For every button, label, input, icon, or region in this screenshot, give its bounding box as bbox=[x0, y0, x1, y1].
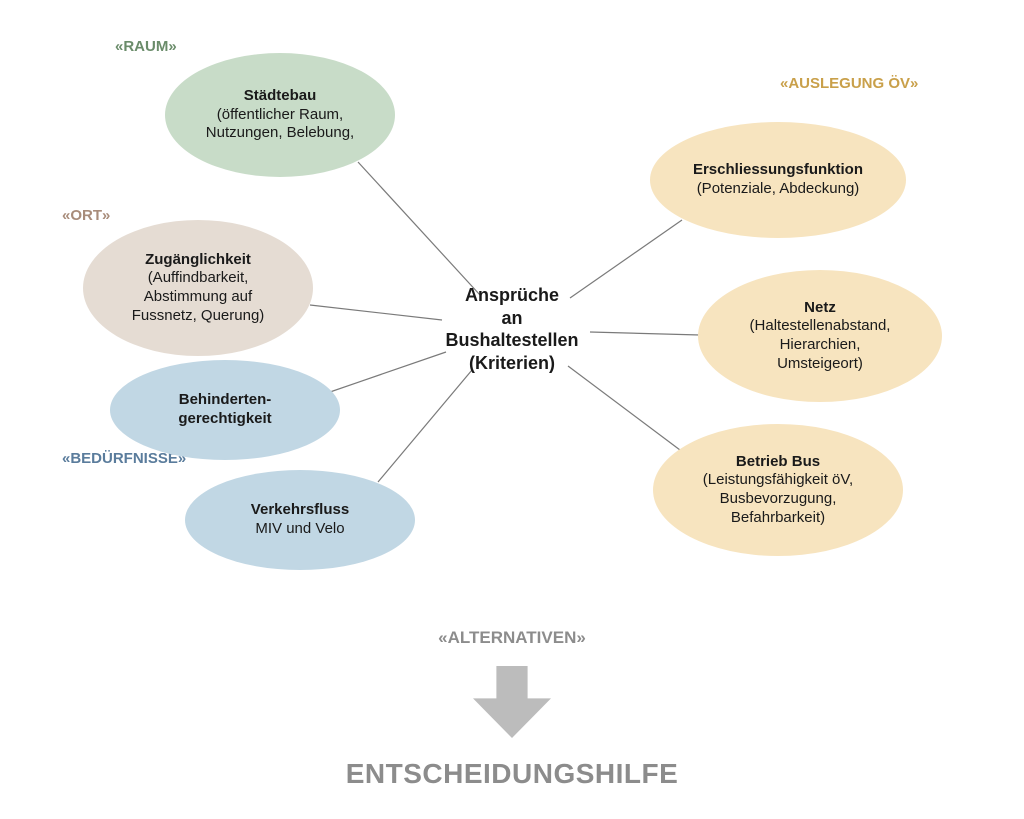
category-label-auslegung: «AUSLEGUNG ÖV» bbox=[780, 75, 918, 92]
center-node: Ansprüche an Bushaltestellen (Kriterien) bbox=[412, 284, 612, 374]
category-label-raum: «RAUM» bbox=[115, 38, 177, 55]
ellipse-erschliessung: Erschliessungsfunktion(Potenziale, Abdec… bbox=[650, 122, 906, 238]
diagram-canvas: Ansprüche an Bushaltestellen (Kriterien)… bbox=[0, 0, 1024, 819]
ellipse-netz: Netz(Haltestellenabstand,Hierarchien,Ums… bbox=[698, 270, 942, 402]
center-line3: Bushaltestellen bbox=[445, 330, 578, 350]
center-line4: (Kriterien) bbox=[469, 353, 555, 373]
category-label-ort: «ORT» bbox=[62, 207, 110, 224]
center-line1: Ansprüche bbox=[465, 285, 559, 305]
down-arrow-icon bbox=[473, 666, 551, 738]
ellipse-verkehrsfluss: VerkehrsflussMIV und Velo bbox=[185, 470, 415, 570]
bottom-title: ENTSCHEIDUNGSHILFE bbox=[262, 758, 762, 790]
ellipse-staedtebau: Städtebau(öffentlicher Raum,Nutzungen, B… bbox=[165, 53, 395, 177]
alternativen-label: «ALTERNATIVEN» bbox=[392, 628, 632, 648]
center-line2: an bbox=[501, 308, 522, 328]
ellipse-betrieb: Betrieb Bus(Leistungsfähigkeit öV,Busbev… bbox=[653, 424, 903, 556]
ellipse-zugaenglichkeit: Zugänglichkeit(Auffindbarkeit,Abstimmung… bbox=[83, 220, 313, 356]
ellipse-behinderten: Behinderten-gerechtigkeit bbox=[110, 360, 340, 460]
